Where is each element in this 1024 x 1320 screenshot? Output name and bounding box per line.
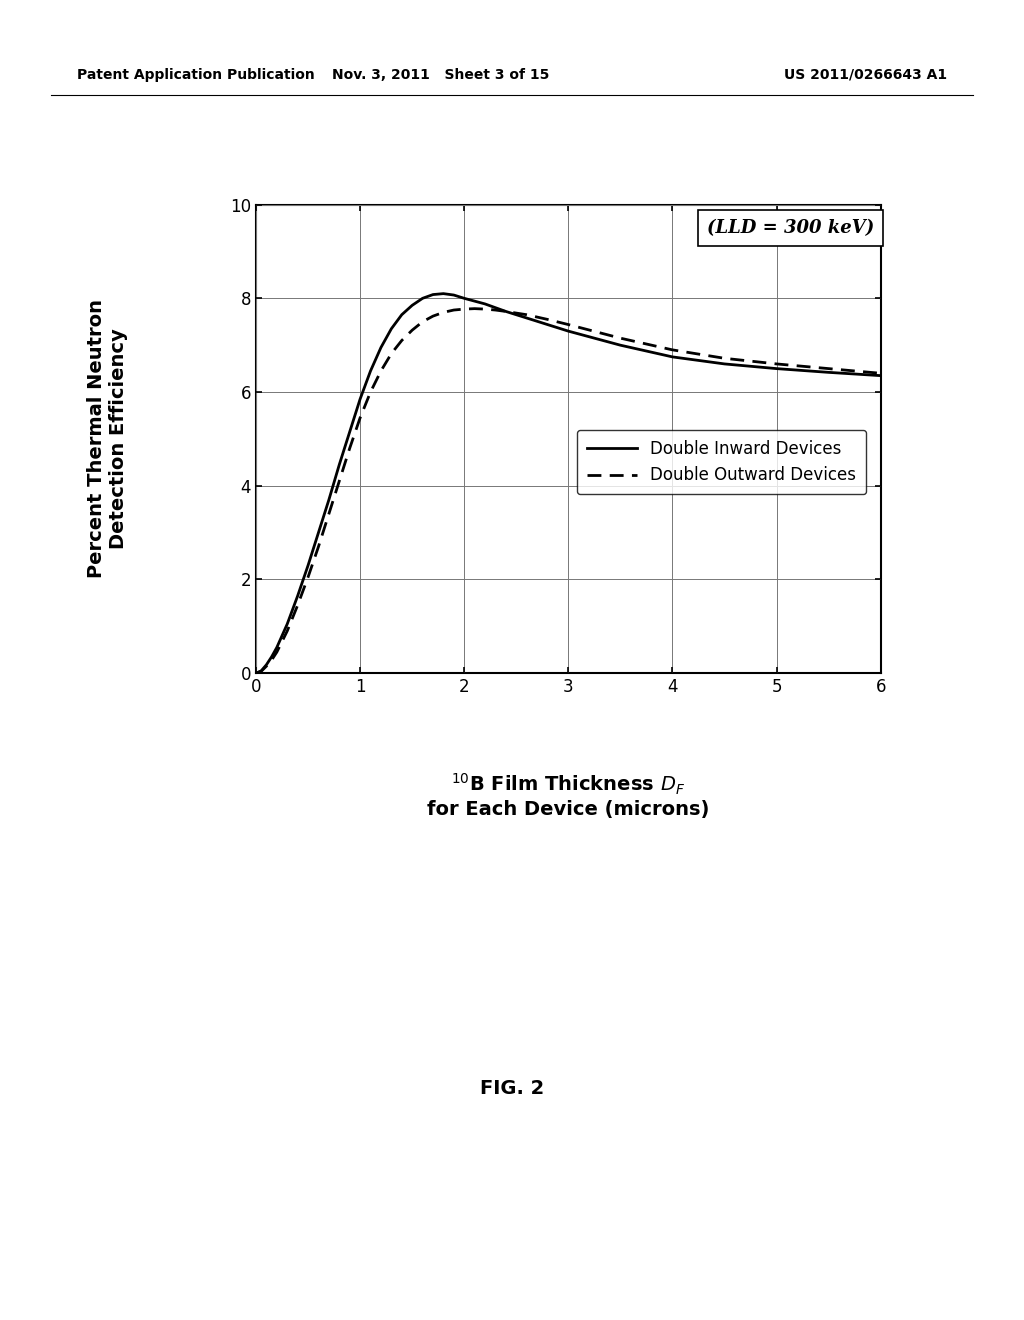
Text: FIG. 2: FIG. 2 [480, 1080, 544, 1098]
Text: Patent Application Publication: Patent Application Publication [77, 69, 314, 82]
Text: Percent Thermal Neutron
Detection Efficiency: Percent Thermal Neutron Detection Effici… [87, 300, 128, 578]
Text: $^{10}$B Film Thickness $D_F$
for Each Device (microns): $^{10}$B Film Thickness $D_F$ for Each D… [427, 772, 710, 820]
Legend: Double Inward Devices, Double Outward Devices: Double Inward Devices, Double Outward De… [577, 430, 866, 495]
Text: (LLD = 300 keV): (LLD = 300 keV) [708, 219, 874, 236]
Text: US 2011/0266643 A1: US 2011/0266643 A1 [784, 69, 947, 82]
Text: Nov. 3, 2011   Sheet 3 of 15: Nov. 3, 2011 Sheet 3 of 15 [332, 69, 549, 82]
